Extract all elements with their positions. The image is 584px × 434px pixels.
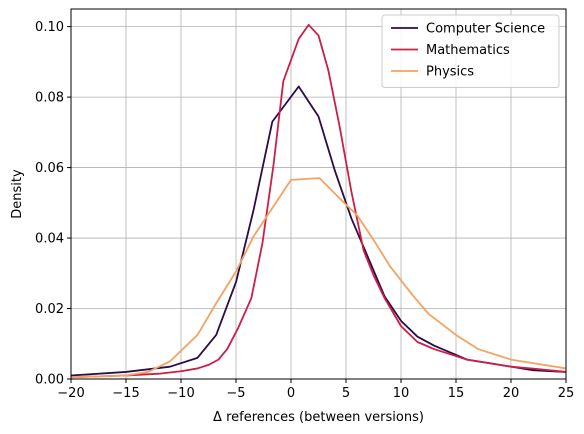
x-tick-label: −20 — [57, 386, 84, 401]
y-tick-label: 0.10 — [35, 20, 64, 35]
series-lines — [70, 23, 567, 379]
x-tick-label: 25 — [558, 386, 575, 401]
x-tick-label: 5 — [342, 386, 350, 401]
legend-box — [381, 14, 560, 88]
y-axis-label: Density — [10, 169, 25, 219]
y-tick-label: 0.04 — [35, 232, 64, 247]
y-tick-label: 0.08 — [35, 91, 64, 106]
legend: Computer Science Mathematics Physics — [381, 14, 560, 88]
y-tick-label: 0.00 — [35, 373, 64, 388]
legend-label: Physics — [426, 65, 474, 80]
series-line-mathematics — [70, 23, 567, 379]
x-tick-label: 0 — [287, 386, 295, 401]
x-tick-label: 10 — [393, 386, 410, 401]
legend-label: Mathematics — [426, 43, 510, 58]
x-tick-label: 20 — [503, 386, 520, 401]
x-axis-label: Δ references (between versions) — [213, 410, 424, 425]
x-tick-label: −5 — [226, 386, 245, 401]
x-tick-label: −10 — [167, 386, 194, 401]
axis-ticks: −20 −15 −10 −5 0 5 10 15 20 25 0.00 0.02 0.04 0.06 0.0… — [35, 20, 574, 401]
plot-frame — [70, 8, 567, 380]
legend-label: Computer Science — [426, 22, 545, 37]
x-tick-label: −15 — [112, 386, 139, 401]
y-tick-label: 0.06 — [35, 161, 64, 176]
series-line-physics — [70, 177, 567, 379]
y-tick-label: 0.02 — [35, 302, 64, 317]
x-tick-label: 15 — [448, 386, 465, 401]
